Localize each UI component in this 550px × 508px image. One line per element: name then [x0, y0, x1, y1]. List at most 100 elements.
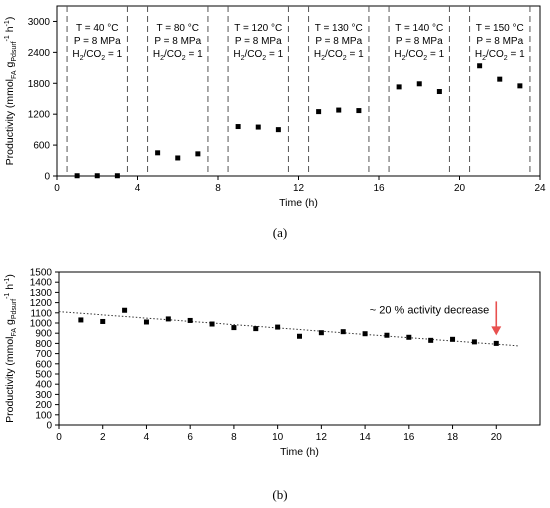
- y-tick-label: 600: [33, 141, 50, 152]
- y-tick-label: 500: [35, 370, 52, 381]
- data-point: [175, 155, 181, 161]
- x-tick-label: 2: [100, 432, 106, 443]
- annotation-text: ~ 20 % activity decrease: [370, 304, 490, 316]
- data-point: [122, 307, 128, 313]
- x-tick-label: 0: [54, 183, 60, 194]
- x-tick-label: 16: [403, 432, 415, 443]
- segment-pressure: P = 8 MPa: [315, 36, 362, 47]
- data-point: [356, 108, 362, 114]
- y-tick-label: 600: [35, 359, 52, 370]
- segment-ratio: H2/CO2 = 1: [72, 49, 122, 62]
- data-point: [497, 76, 503, 82]
- data-point: [114, 173, 120, 179]
- y-tick-label: 800: [35, 339, 52, 350]
- data-point: [362, 331, 368, 337]
- segment-pressure: P = 8 MPa: [476, 36, 523, 47]
- x-tick-label: 16: [373, 183, 385, 194]
- data-point: [416, 81, 422, 87]
- x-tick-label: 6: [187, 432, 193, 443]
- y-tick-label: 1200: [28, 110, 51, 121]
- chart-b: 0 2 4 6 8 10 12 14 16 18 2001002003004005006007008…: [4, 268, 541, 458]
- segment-pressure: P = 8 MPa: [235, 36, 282, 47]
- y-tick-label: 200: [35, 400, 52, 411]
- x-tick-label: 20: [454, 183, 466, 194]
- chart-a: 0 4 8 12 16 20 24 0 600 1200 1800 2400 3000 Time (h) P…: [4, 5, 546, 209]
- data-point: [428, 337, 434, 343]
- y-tick-label: 1100: [30, 308, 52, 319]
- data-point: [78, 317, 84, 323]
- x-tick-label: 12: [293, 183, 305, 194]
- y-axis-label: Productivity (mmolFA gPdsurf-1 h-1): [4, 17, 18, 166]
- y-tick-label: 1200: [30, 298, 53, 309]
- x-tick-label: 10: [272, 432, 284, 443]
- data-point: [275, 127, 281, 133]
- data-point: [450, 336, 456, 342]
- data-point: [235, 124, 241, 130]
- plot-frame: [58, 271, 541, 426]
- data-point: [253, 326, 259, 332]
- y-tick-label: 2400: [28, 48, 51, 59]
- data-point: [471, 339, 477, 345]
- segment-temperature: T = 80 °C: [157, 23, 199, 34]
- plot-frame: [56, 5, 541, 177]
- segment-pressure: P = 8 MPa: [396, 36, 443, 47]
- data-point: [318, 330, 324, 336]
- x-tick-label: 20: [491, 432, 503, 443]
- segment-temperature: T = 150 °C: [476, 23, 524, 34]
- segment-temperature: T = 130 °C: [315, 23, 363, 34]
- x-tick-label: 8: [231, 432, 237, 443]
- x-axis-label: Time (h): [280, 446, 319, 458]
- y-tick-label: 100: [35, 410, 52, 421]
- panel-label-a: (a): [272, 225, 288, 240]
- segment-ratio: H2/CO2 = 1: [153, 49, 203, 62]
- data-point: [187, 317, 193, 323]
- data-point: [493, 340, 499, 346]
- data-point: [436, 89, 442, 95]
- data-point: [100, 318, 106, 324]
- y-tick-label: 700: [35, 349, 52, 360]
- segment-temperature: T = 120 °C: [234, 23, 282, 34]
- segment-temperature: T = 40 °C: [76, 23, 118, 34]
- segment-ratio: H2/CO2 = 1: [314, 49, 364, 62]
- data-point: [336, 107, 342, 113]
- segment-temperature: T = 140 °C: [395, 23, 443, 34]
- x-tick-label: 24: [534, 183, 546, 194]
- data-point: [74, 173, 80, 179]
- data-point: [316, 109, 322, 115]
- data-point: [209, 321, 215, 327]
- data-point: [143, 319, 149, 325]
- data-point: [165, 316, 171, 322]
- x-tick-label: 8: [215, 183, 221, 194]
- x-tick-label: 4: [135, 183, 141, 194]
- y-tick-label: 400: [35, 380, 52, 391]
- data-point: [396, 84, 402, 90]
- data-point: [231, 325, 237, 331]
- data-point: [384, 332, 390, 338]
- x-tick-label: 14: [360, 432, 372, 443]
- segment-ratio: H2/CO2 = 1: [475, 49, 525, 62]
- y-tick-label: 1300: [30, 288, 53, 299]
- x-axis-label: Time (h): [279, 197, 318, 209]
- y-tick-label: 900: [35, 329, 52, 340]
- x-tick-label: 0: [56, 432, 62, 443]
- x-tick-label: 12: [316, 432, 328, 443]
- data-point: [255, 124, 261, 130]
- data-point: [477, 63, 483, 69]
- data-point: [406, 334, 412, 340]
- segment-ratio: H2/CO2 = 1: [233, 49, 283, 62]
- trend-line: [58, 311, 519, 347]
- x-tick-label: 18: [447, 432, 459, 443]
- data-point: [297, 333, 302, 339]
- y-tick-label: 1500: [30, 268, 53, 279]
- segment-ratio: H2/CO2 = 1: [394, 49, 444, 62]
- y-tick-label: 1000: [30, 319, 53, 330]
- y-tick-label: 1800: [28, 79, 51, 90]
- y-tick-label: 0: [46, 421, 52, 432]
- data-point: [195, 151, 201, 157]
- annotation-arrow-head: [491, 326, 502, 336]
- data-point: [275, 324, 281, 330]
- y-tick-label: 3000: [28, 17, 51, 28]
- segment-pressure: P = 8 MPa: [154, 36, 201, 47]
- data-point: [94, 173, 100, 179]
- y-tick-label: 1400: [30, 278, 53, 289]
